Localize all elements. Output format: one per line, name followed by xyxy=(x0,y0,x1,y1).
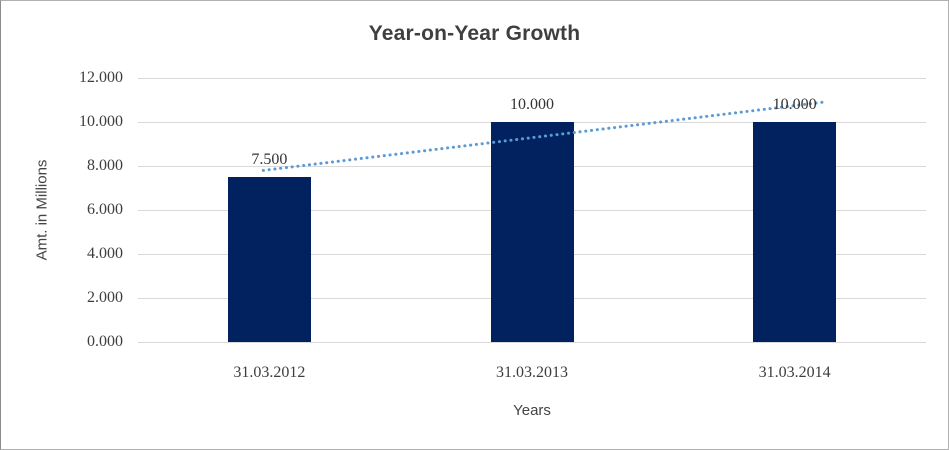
data-label: 10.000 xyxy=(510,96,554,113)
y-tick-label: 2.000 xyxy=(87,289,123,306)
y-tick-label: 8.000 xyxy=(87,157,123,174)
x-tick-label: 31.03.2014 xyxy=(758,364,831,381)
y-tick-label: 0.000 xyxy=(87,333,123,350)
plot-area xyxy=(138,77,926,343)
y-tick-label: 12.000 xyxy=(79,69,123,86)
gridline xyxy=(138,77,926,79)
bar xyxy=(227,177,311,342)
y-tick-label: 4.000 xyxy=(87,245,123,262)
x-tick-label: 31.03.2013 xyxy=(496,364,568,381)
bar xyxy=(753,122,837,342)
chart-title: Year-on-Year Growth xyxy=(368,22,581,45)
x-axis-title: Years xyxy=(513,402,551,419)
x-tick-label: 31.03.2012 xyxy=(233,364,306,381)
y-tick-label: 6.000 xyxy=(87,201,123,218)
data-label: 7.500 xyxy=(251,151,288,168)
data-label: 10.000 xyxy=(772,96,817,113)
x-axis-line xyxy=(138,341,926,343)
bar xyxy=(490,122,574,342)
y-tick-label: 10.000 xyxy=(79,113,123,130)
